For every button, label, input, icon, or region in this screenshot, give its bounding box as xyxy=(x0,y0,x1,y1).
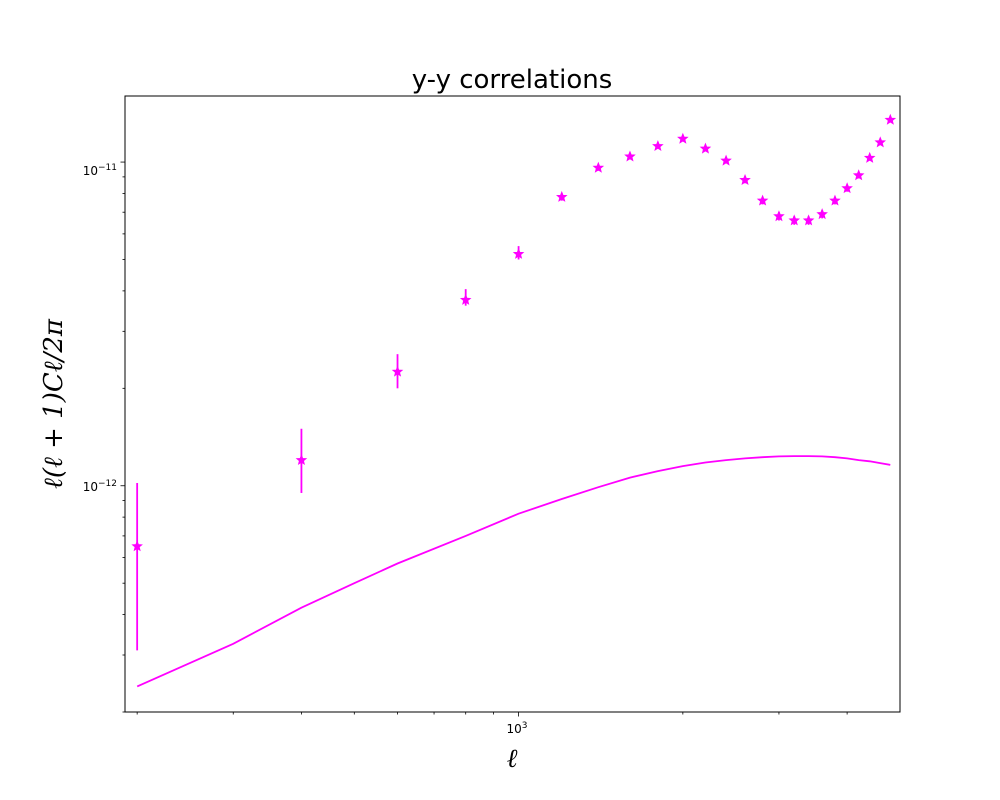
theory-curve xyxy=(136,455,891,688)
star-marker xyxy=(699,142,712,154)
data-point xyxy=(863,151,876,163)
minor-ticks xyxy=(122,176,848,715)
star-marker xyxy=(739,173,751,185)
star-marker xyxy=(652,140,664,152)
star-marker xyxy=(459,293,472,305)
data-point xyxy=(788,214,801,226)
data-point xyxy=(295,428,308,493)
star-marker xyxy=(677,132,689,144)
star-marker xyxy=(512,247,525,259)
star-marker xyxy=(802,214,815,226)
data-point xyxy=(699,142,712,154)
data-point xyxy=(802,214,815,226)
star-marker xyxy=(592,161,605,173)
star-marker xyxy=(131,540,143,552)
data-point xyxy=(773,210,785,222)
star-marker xyxy=(829,194,841,206)
data-point xyxy=(391,354,404,389)
star-marker xyxy=(720,154,732,166)
data-point xyxy=(459,289,472,306)
data-point xyxy=(512,246,525,260)
x-tick-label-1000: 103 xyxy=(506,721,527,736)
star-marker xyxy=(874,136,887,148)
star-marker xyxy=(852,169,865,181)
x-axis-label: ℓ xyxy=(507,744,518,774)
data-point xyxy=(624,150,636,162)
star-marker xyxy=(788,214,801,226)
plot-frame xyxy=(124,95,901,713)
data-point xyxy=(739,173,751,185)
star-marker xyxy=(391,365,404,377)
chart-title: y-y correlations xyxy=(412,65,613,95)
data-point xyxy=(677,132,689,144)
star-marker xyxy=(756,194,769,206)
data-point xyxy=(841,182,853,194)
major-ticks xyxy=(120,161,519,717)
data-point xyxy=(829,194,841,206)
star-marker xyxy=(556,190,568,202)
star-marker xyxy=(884,113,897,125)
data-point xyxy=(652,140,664,152)
star-marker xyxy=(295,454,308,466)
star-marker xyxy=(841,182,853,194)
data-point xyxy=(852,169,865,181)
data-points-group xyxy=(131,113,897,651)
data-point xyxy=(816,208,828,220)
y-tick-label-1e-12: 10−12 xyxy=(83,479,117,494)
star-marker xyxy=(816,208,828,220)
star-marker xyxy=(773,210,785,222)
y-tick-label-1e-11: 10−11 xyxy=(83,163,117,178)
data-point xyxy=(874,136,887,148)
theory-curve-group xyxy=(136,455,891,688)
star-marker xyxy=(863,151,876,163)
y-axis-label: ℓ(ℓ + 1)Cℓ/2π xyxy=(39,318,69,489)
data-point xyxy=(131,482,143,651)
data-point xyxy=(756,194,769,206)
data-point xyxy=(720,154,732,166)
data-point xyxy=(884,113,897,125)
data-point xyxy=(556,190,568,202)
data-point xyxy=(592,161,605,173)
star-marker xyxy=(624,150,636,162)
